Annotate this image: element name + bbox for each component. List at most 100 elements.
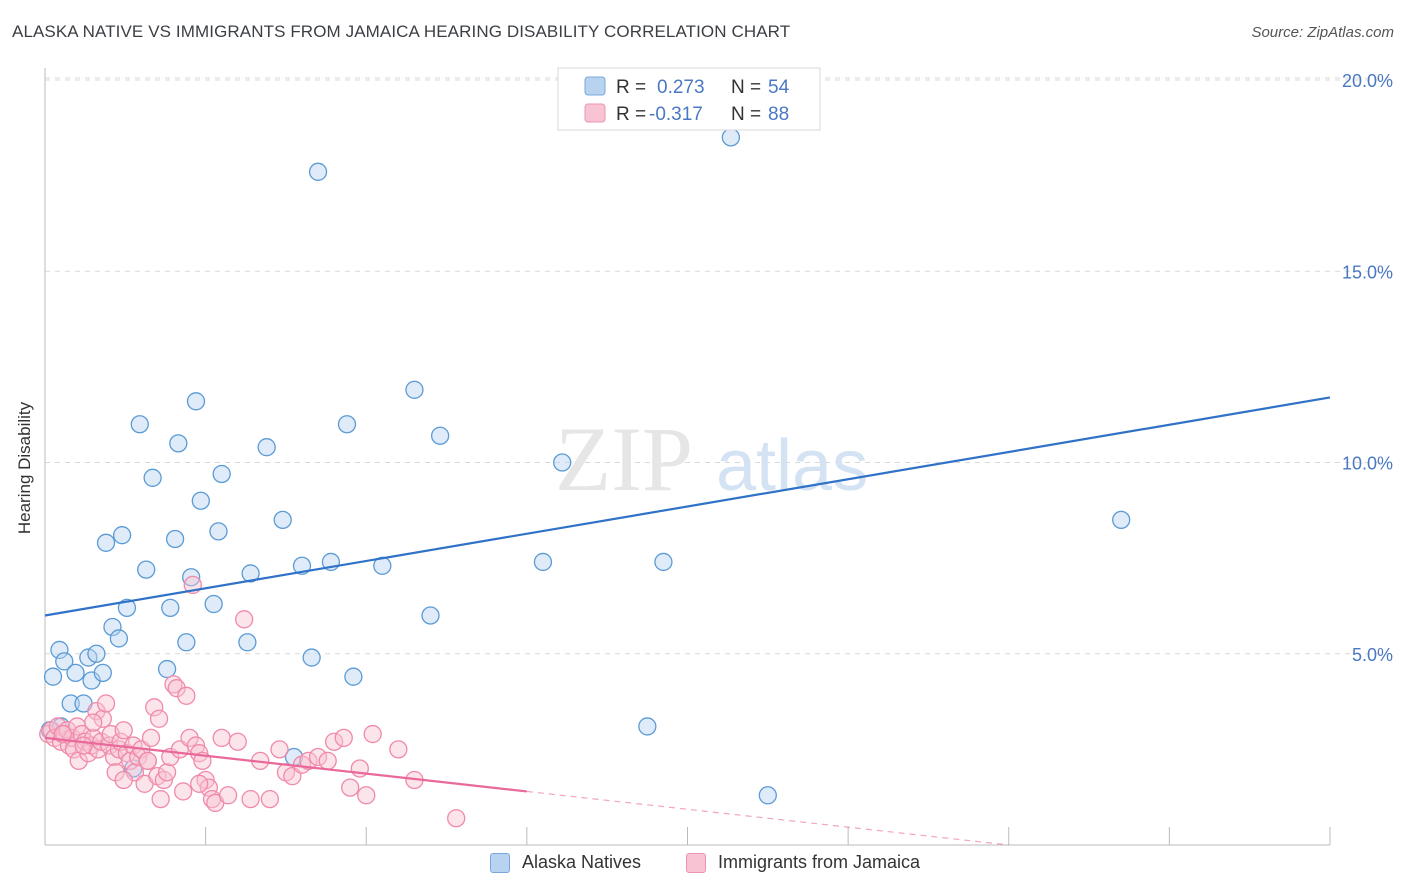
- points-layer: [39, 128, 1131, 828]
- jamaica-point: [177, 686, 196, 705]
- alaska-point: [337, 415, 357, 434]
- alaska-point: [130, 415, 149, 434]
- alaska-point: [212, 464, 231, 484]
- jamaica-point: [145, 698, 164, 717]
- alaska-point: [654, 552, 673, 572]
- legend-r-value-2: -0.317: [649, 104, 703, 125]
- y-tick-label: 20.0%: [1342, 71, 1393, 91]
- alaska-legend-label: Alaska Natives: [522, 852, 642, 872]
- alaska-point: [103, 617, 122, 637]
- jamaica-point: [190, 774, 209, 793]
- jamaica-point: [74, 736, 93, 755]
- alaska-point: [165, 529, 185, 549]
- jamaica-point: [151, 789, 170, 809]
- alaska-point: [186, 392, 206, 411]
- y-tick-label: 10.0%: [1342, 454, 1393, 474]
- alaska-point: [405, 380, 424, 399]
- scatter-plot: 5.0%10.0%15.0%20.0%0.0%80.0% ZIP atlas H…: [15, 67, 1393, 846]
- jamaica-point: [447, 809, 466, 828]
- jamaica-point: [149, 709, 169, 728]
- jamaica-point: [241, 789, 260, 809]
- legend-r-value-1: 0.273: [657, 77, 705, 98]
- alaska-point: [241, 564, 260, 583]
- jamaica-legend-label: Immigrants from Jamaica: [718, 852, 921, 872]
- alaska-point: [421, 606, 440, 625]
- alaska-point: [112, 526, 132, 545]
- alaska-point: [273, 510, 292, 530]
- jamaica-point: [308, 747, 328, 767]
- y-tick-label: 15.0%: [1342, 262, 1393, 282]
- alaska-point: [61, 694, 80, 713]
- jamaica-swatch: [686, 852, 706, 873]
- alaska-point: [87, 644, 106, 663]
- jamaica-point: [114, 721, 133, 740]
- alaska-point: [209, 522, 228, 541]
- alaska-point: [109, 629, 129, 648]
- legend-blue-swatch: [584, 76, 606, 96]
- alaska-point: [43, 667, 63, 686]
- jamaica-point: [96, 694, 116, 713]
- jamaica-point: [324, 732, 344, 751]
- jamaica-trendline-extension: [526, 790, 1009, 846]
- alaska-point: [344, 667, 363, 686]
- source-label: Source: ZipAtlas.com: [1251, 24, 1394, 41]
- jamaica-point: [141, 728, 161, 748]
- alaska-point: [182, 568, 201, 587]
- jamaica-point: [363, 724, 382, 744]
- alaska-point: [204, 594, 223, 614]
- jamaica-point: [218, 786, 238, 805]
- jamaica-point: [318, 751, 337, 770]
- bottom-legend: Alaska Natives Immigrants from Jamaica: [0, 850, 1406, 880]
- alaska-point: [430, 426, 450, 445]
- watermark: ZIP atlas: [555, 408, 868, 510]
- alaska-point: [117, 598, 137, 617]
- alaska-point: [177, 633, 196, 652]
- jamaica-point: [173, 782, 193, 801]
- jamaica-point: [199, 778, 218, 797]
- jamaica-point: [334, 728, 353, 748]
- alaska-trendline: [44, 396, 1331, 617]
- alaska-point: [638, 717, 657, 736]
- jamaica-trendline: [44, 736, 527, 793]
- alaska-point: [55, 652, 74, 671]
- jamaica-point: [212, 728, 231, 748]
- jamaica-point: [299, 751, 318, 770]
- alaska-point: [50, 640, 69, 660]
- jamaica-point: [138, 751, 157, 770]
- alaska-point: [308, 162, 328, 181]
- alaska-point: [161, 598, 180, 617]
- jamaica-point: [270, 740, 289, 759]
- jamaica-point: [84, 713, 103, 732]
- alaska-point: [66, 663, 85, 683]
- legend-n-label-2: N =: [731, 104, 761, 125]
- alaska-point: [191, 491, 210, 510]
- watermark-zip: ZIP: [555, 408, 693, 510]
- alaska-point: [93, 663, 112, 683]
- alaska-point: [553, 453, 572, 472]
- alaska-point: [758, 786, 777, 805]
- y-tick-label: 5.0%: [1352, 645, 1393, 665]
- jamaica-point: [235, 610, 254, 629]
- watermark-atlas: atlas: [716, 426, 868, 506]
- alaska-point: [1112, 510, 1131, 530]
- y-axis-label: Hearing Disability: [15, 401, 34, 534]
- alaska-point: [257, 438, 276, 457]
- alaska-point: [533, 552, 553, 572]
- bottom-legend-jamaica: Immigrants from Jamaica: [686, 852, 920, 873]
- axis-layer: 5.0%10.0%15.0%20.0%0.0%80.0%: [44, 68, 1393, 846]
- legend-box: R = 0.273 N = 54 R = -0.317 N = 88: [557, 67, 821, 131]
- jamaica-point: [389, 740, 408, 759]
- alaska-point: [292, 556, 312, 575]
- alaska-point: [169, 434, 188, 453]
- trend-layer: [44, 396, 1331, 846]
- alaska-point: [137, 560, 156, 579]
- jamaica-point: [357, 786, 376, 805]
- legend-r-label-1: R =: [616, 77, 646, 98]
- jamaica-point: [157, 763, 177, 782]
- alaska-swatch: [490, 852, 510, 873]
- alaska-point: [302, 648, 321, 667]
- alaska-point: [143, 468, 162, 487]
- jamaica-point: [93, 709, 112, 728]
- alaska-point: [238, 633, 257, 652]
- alaska-point: [157, 659, 177, 679]
